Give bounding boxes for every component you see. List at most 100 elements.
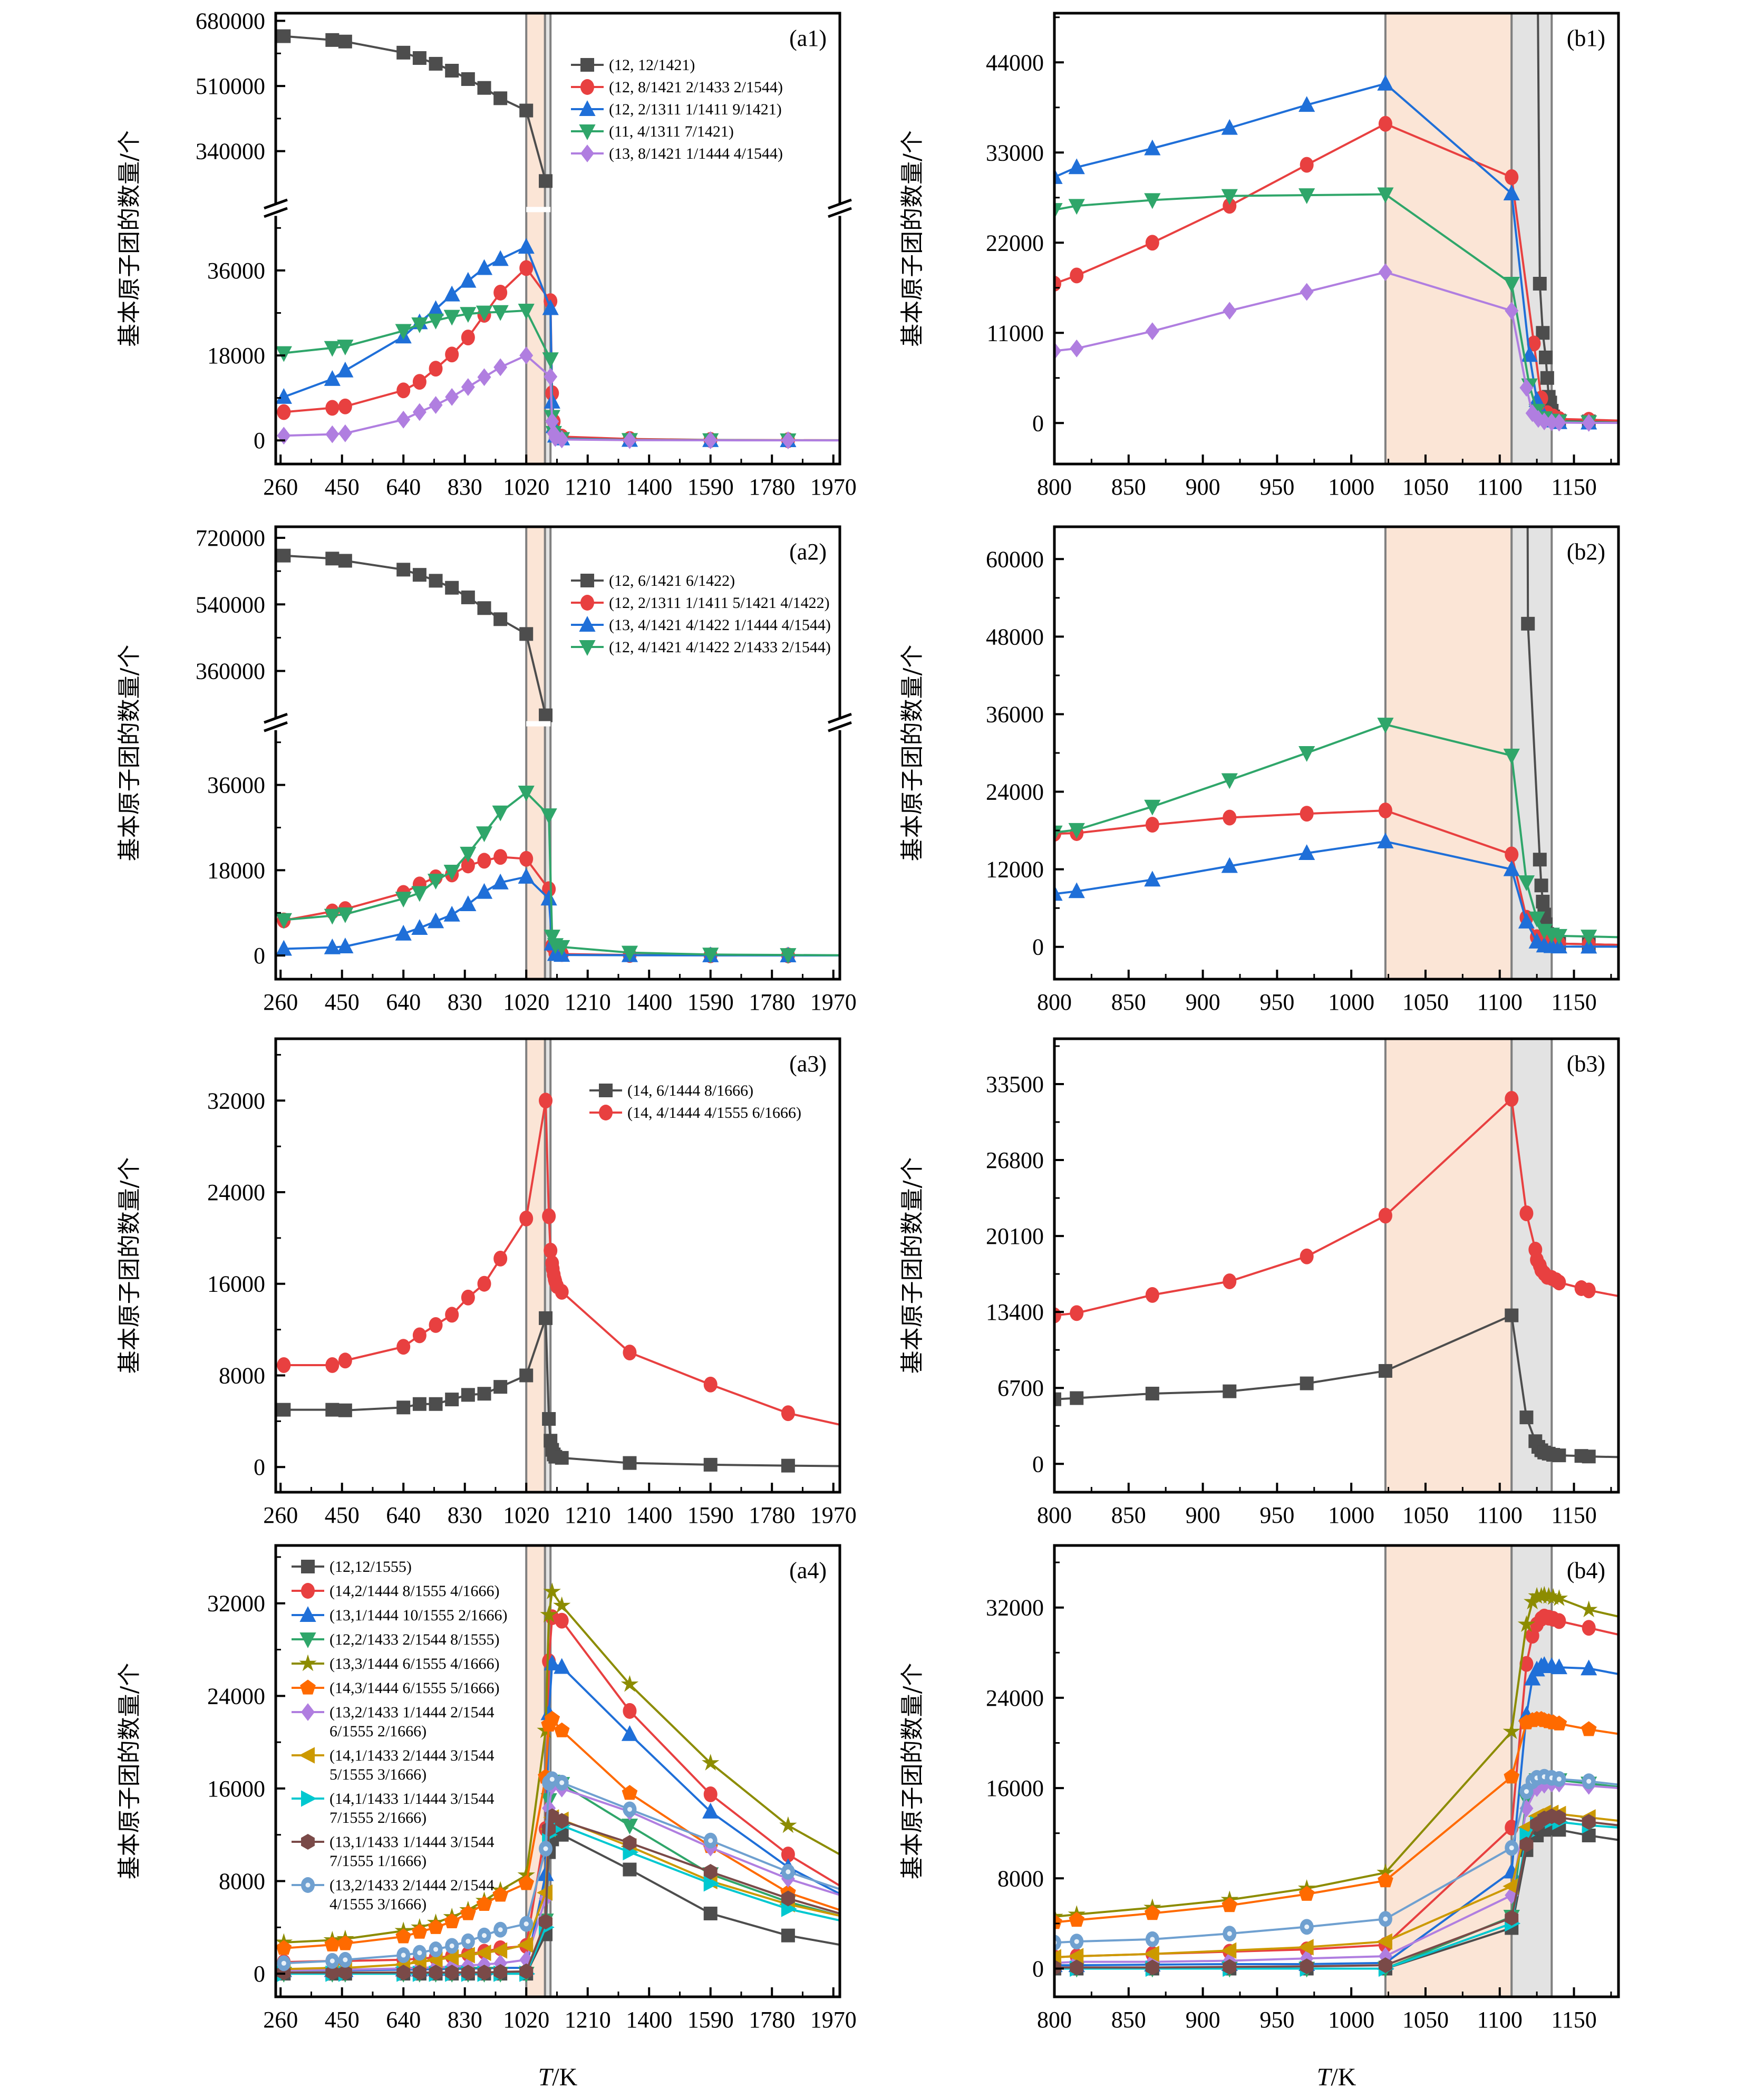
y-axis: 0 12000 24000 36000 48000 60000 <box>986 546 1064 960</box>
data-point <box>518 786 535 801</box>
data-point <box>779 1816 797 1833</box>
data-point <box>493 285 508 301</box>
data-point <box>1503 185 1520 200</box>
data-point <box>539 708 553 722</box>
y-tick-label: 24000 <box>986 1685 1044 1711</box>
x-tick-label: 1780 <box>749 989 795 1015</box>
y-tick-label: 720000 <box>196 525 265 551</box>
x-axis: 800 850 900 950 1000 1050 1100 1150 <box>1037 455 1612 500</box>
data-point <box>1300 283 1314 301</box>
axis-break-mark <box>828 198 852 210</box>
data-point <box>544 1242 558 1259</box>
y-tick-label: 0 <box>254 428 265 453</box>
x-tick-label: 900 <box>1186 2007 1220 2033</box>
y-tick-label: 360000 <box>196 658 265 684</box>
data-point <box>396 563 411 577</box>
data-point <box>396 410 411 429</box>
data-point <box>1552 413 1566 432</box>
legend-label: (12, 4/1421 4/1422 2/1433 2/1544) <box>609 639 831 656</box>
data-point <box>1528 911 1545 927</box>
data-point <box>517 1866 535 1883</box>
y-axis: 340000 510000 680000 0 18000 36000 <box>196 8 285 453</box>
series-3 <box>1054 833 1618 954</box>
x-tick-label: 450 <box>325 474 360 500</box>
data-point <box>703 1376 718 1393</box>
y-axis-title: 基本原子团的数量/个 <box>899 130 926 347</box>
phase-band-gray <box>545 527 551 979</box>
data-point <box>1528 391 1545 407</box>
legend-item: (14,3/1444 6/1555 5/1666) <box>292 1679 500 1697</box>
axis-break-mark <box>828 721 852 732</box>
x-tick-label: 1590 <box>687 1502 734 1528</box>
x-tick-label: 900 <box>1186 474 1220 500</box>
marker-highlight <box>433 1947 439 1952</box>
panel-a1: 260 450 640 830 1020 1210 1400 1590 1780 1970 3400… <box>116 8 857 500</box>
data-point <box>324 341 341 357</box>
data-point <box>1221 119 1238 135</box>
data-point <box>1143 1946 1159 1963</box>
series-1 <box>277 29 553 188</box>
data-point <box>324 1936 341 1951</box>
data-point <box>554 1722 570 1737</box>
data-point <box>325 400 340 416</box>
data-point <box>1068 199 1085 215</box>
series-line <box>284 267 840 441</box>
x-axis: 260 450 640 830 1020 1210 1400 1590 1780 1970 <box>263 455 857 500</box>
data-point <box>443 285 460 302</box>
data-point <box>1550 929 1567 945</box>
panel-label: (a4) <box>789 1558 827 1583</box>
data-point <box>1378 1947 1392 1965</box>
data-point <box>540 808 557 825</box>
data-point <box>477 1387 491 1401</box>
data-point <box>1300 1376 1314 1390</box>
y-tick-label: 26800 <box>986 1147 1044 1173</box>
phase-bands <box>1384 1545 1553 1997</box>
data-point <box>1519 1837 1534 1853</box>
y-tick-label: 24000 <box>207 1683 265 1709</box>
marker-highlight <box>305 1882 311 1888</box>
data-point <box>781 1890 795 1907</box>
legend-marker <box>301 1560 315 1573</box>
data-point <box>444 1913 460 1928</box>
data-point <box>1378 1957 1392 1974</box>
data-point <box>1068 882 1085 898</box>
legend: (12, 6/1421 6/1422) (12, 2/1311 1/1411 5/… <box>571 572 831 656</box>
y-tick-label: 60000 <box>986 546 1044 572</box>
legend-label: (12, 6/1421 6/1422) <box>609 572 735 590</box>
x-tick-label: 1050 <box>1402 474 1449 500</box>
data-point <box>411 919 428 935</box>
legend-item: (13, 8/1421 1/1444 4/1544) <box>571 144 783 162</box>
y-tick-label: 0 <box>254 943 265 969</box>
data-point <box>1521 616 1535 631</box>
data-point <box>519 1963 534 1979</box>
x-axis: 260 450 640 830 1020 1210 1400 1590 1780 1970 <box>263 1987 857 2033</box>
data-point <box>1582 1814 1596 1830</box>
y-tick-label: 33000 <box>986 140 1044 166</box>
series-group <box>1054 13 1618 432</box>
phase-band-pink <box>1385 1545 1512 1997</box>
marker-highlight <box>549 1776 555 1782</box>
x-tick-label: 1020 <box>503 2007 549 2033</box>
data-point <box>1377 187 1394 204</box>
legend-item: (14,2/1444 8/1555 4/1666) <box>292 1582 500 1600</box>
data-point <box>396 1964 411 1980</box>
data-point <box>542 352 559 369</box>
data-point <box>703 1906 718 1920</box>
legend-label: (13,1/1433 1/1444 3/1544 7/1555 1/1666) <box>329 1833 495 1870</box>
data-point <box>543 1582 561 1599</box>
x-tick-label: 1020 <box>503 989 549 1015</box>
marker-highlight <box>1383 1916 1388 1921</box>
data-point <box>427 912 444 929</box>
y-tick-label: 48000 <box>986 624 1044 650</box>
data-point <box>429 56 443 71</box>
series-group <box>1054 1586 1618 1978</box>
data-point <box>1505 169 1519 185</box>
data-point <box>519 1211 534 1226</box>
data-point <box>1070 267 1084 284</box>
data-point <box>519 1368 534 1383</box>
data-point <box>1300 806 1314 822</box>
series-group <box>276 1582 840 1983</box>
data-point <box>702 1802 719 1819</box>
data-point <box>540 1606 558 1622</box>
data-point <box>493 1964 508 1980</box>
